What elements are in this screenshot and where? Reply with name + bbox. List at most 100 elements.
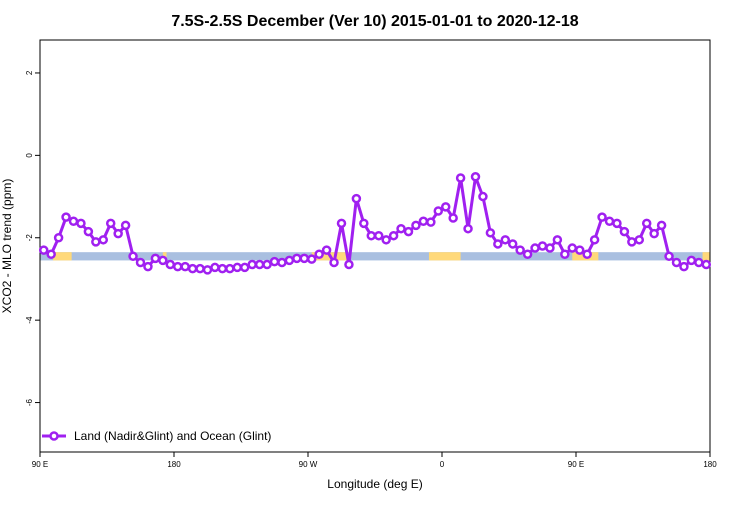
data-point (344, 259, 354, 270)
data-point (560, 249, 570, 259)
data-point (202, 265, 213, 275)
data-point (321, 245, 332, 255)
data-point (254, 259, 265, 270)
data-point (463, 223, 473, 234)
data-point (448, 213, 458, 223)
data-point (83, 226, 94, 237)
data-point (373, 230, 384, 241)
data-point (91, 237, 101, 247)
x-tick-label: 180 (703, 460, 717, 469)
ocean-band (40, 252, 710, 261)
data-point (522, 249, 533, 259)
data-point (336, 218, 347, 229)
data-point (485, 228, 496, 238)
plot-frame (39, 39, 711, 453)
y-tick-label: 2 (25, 70, 34, 75)
data-point (433, 206, 444, 216)
data-point (105, 218, 116, 229)
data-point (500, 235, 511, 245)
data-point (671, 257, 682, 268)
land-band-segment (702, 252, 710, 261)
y-tick-label: -4 (25, 316, 34, 324)
y-axis-ticks: 2 0 -2 -4 -6 (25, 70, 40, 406)
data-point (247, 259, 257, 270)
data-point (135, 257, 146, 268)
data-point (381, 235, 391, 245)
x-tick-label: 90 E (568, 460, 584, 469)
x-tick-label: 90 E (32, 460, 48, 469)
y-tick-label: -2 (25, 234, 34, 242)
data-point (478, 191, 488, 202)
data-point (656, 220, 667, 231)
legend: Land (Nadir&Glint) and Ocean (Glint) (42, 429, 271, 443)
data-point (366, 230, 377, 241)
data-point (403, 226, 414, 237)
data-point (269, 256, 280, 267)
data-point (701, 259, 712, 270)
data-point (158, 255, 168, 266)
data-point (515, 245, 525, 255)
x-axis-label: Longitude (deg E) (327, 477, 422, 491)
data-point (604, 216, 615, 227)
data-point (597, 212, 607, 222)
x-tick-label: 0 (440, 460, 445, 469)
data-point (418, 216, 429, 227)
data-point (306, 254, 317, 264)
data-point (53, 233, 64, 243)
x-axis-ticks: 90 E 180 90 W 0 90 E 180 (32, 452, 717, 469)
data-point (545, 243, 555, 253)
data-point (187, 263, 198, 274)
data-point (455, 173, 466, 183)
data-point (694, 257, 704, 268)
data-point (299, 253, 310, 264)
data-point (217, 263, 228, 274)
data-point (46, 249, 56, 259)
data-point (120, 220, 131, 231)
data-point (314, 249, 324, 259)
data-point (649, 228, 659, 239)
data-point (284, 255, 295, 266)
data-point (582, 249, 592, 259)
data-point (507, 239, 518, 249)
data-point (113, 228, 123, 239)
data-point (165, 259, 176, 270)
data-point (232, 262, 243, 273)
data-point (180, 261, 190, 272)
data-point (426, 217, 436, 227)
data-point (351, 193, 362, 204)
legend-marker-swatch (49, 431, 59, 441)
data-point (470, 172, 481, 182)
data-point (359, 218, 369, 229)
x-tick-label: 180 (167, 460, 181, 469)
data-point (262, 259, 272, 270)
data-point (76, 218, 86, 229)
y-tick-label: 0 (25, 153, 34, 158)
land-band-segment (53, 252, 72, 261)
chart-title: 7.5S-2.5S December (Ver 10) 2015-01-01 t… (171, 13, 578, 30)
x-tick-label: 90 W (299, 460, 318, 469)
data-point (537, 241, 548, 251)
y-axis-label: XCO2 - MLO trend (ppm) (0, 179, 14, 314)
data-point (627, 237, 637, 247)
data-point (292, 253, 302, 264)
data-point (225, 263, 235, 274)
data-point (68, 216, 79, 227)
data-point (619, 226, 630, 237)
data-point (61, 212, 71, 222)
data-point (589, 235, 600, 245)
data-point (493, 239, 503, 249)
y-tick-label: -6 (25, 398, 34, 406)
data-point (172, 261, 183, 272)
data-point (128, 251, 138, 262)
data-point (411, 220, 421, 231)
data-point (679, 261, 689, 272)
series-layer (38, 172, 712, 275)
data-point (440, 202, 451, 212)
data-point (567, 243, 578, 253)
data-point (143, 261, 153, 272)
data-point (612, 218, 622, 229)
data-point (686, 255, 697, 266)
data-point (641, 218, 652, 229)
data-point (552, 235, 563, 245)
